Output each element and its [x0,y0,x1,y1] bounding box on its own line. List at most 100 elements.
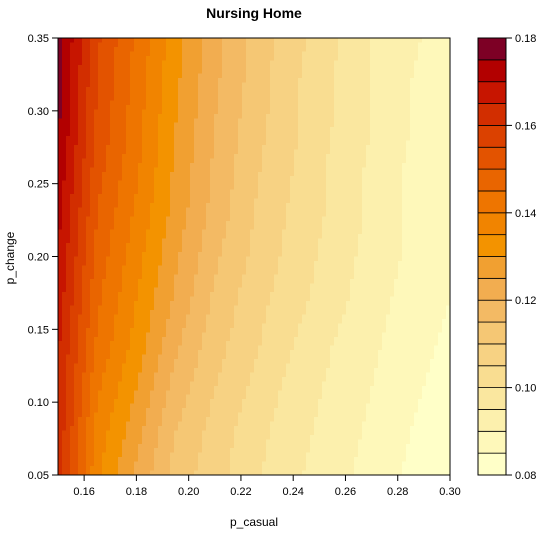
contour-cell [190,113,195,119]
contour-cell [210,256,215,262]
contour-cell [442,104,447,110]
contour-cell [74,51,79,57]
contour-cell [190,234,195,240]
contour-cell [278,64,283,70]
contour-cell [302,194,307,200]
contour-cell [206,185,211,191]
contour-cell [430,260,435,267]
contour-cell [266,78,271,84]
contour-cell [118,140,123,146]
contour-cell [330,238,335,244]
contour-cell [90,229,95,235]
contour-cell [238,91,243,97]
contour-cell [274,87,279,93]
contour-cell [330,167,335,173]
contour-cell [62,198,67,204]
contour-cell [430,113,435,119]
contour-cell [342,136,347,142]
contour-cell [98,238,103,244]
contour-cell [310,158,315,164]
contour-cell [58,95,63,102]
contour-cell [282,216,287,222]
contour-cell [426,162,431,168]
contour-cell [102,176,107,182]
contour-cell [206,104,211,110]
contour-cell [126,127,131,133]
contour-cell [206,238,211,244]
contour-cell [258,127,263,133]
contour-cell [174,234,179,240]
contour-cell [410,216,415,222]
contour-cell [174,64,179,70]
contour-cell [434,145,439,151]
contour-cell [430,95,435,102]
contour-cell [442,243,447,249]
contour-cell [70,91,75,97]
contour-cell [346,176,351,182]
contour-cell [302,211,307,217]
contour-cell [186,46,191,52]
contour-cell [302,46,307,52]
contour-cell [330,202,335,209]
contour-cell [334,113,339,119]
contour-cell [410,136,415,142]
contour-cell [150,113,155,119]
contour-cell [358,216,363,222]
contour-cell [194,55,199,61]
contour-cell [390,153,395,159]
contour-cell [230,113,235,119]
contour-cell [82,247,87,253]
contour-cell [406,176,411,182]
contour-cell [326,247,331,253]
contour-cell [358,118,363,124]
contour-cell [278,180,283,186]
contour-cell [314,229,319,235]
contour-cell [294,247,299,253]
contour-cell [386,207,391,213]
contour-cell [390,122,395,128]
contour-cell [234,229,239,235]
contour-cell [282,42,287,48]
contour-cell [338,38,343,44]
contour-cell [162,247,167,253]
contour-cell [338,171,343,177]
contour-cell [434,176,439,182]
contour-cell [446,243,451,249]
contour-cell [362,127,367,133]
contour-cell [290,109,295,115]
contour-cell [446,136,451,142]
contour-cell [106,252,111,258]
contour-cell [162,64,167,70]
contour-cell [214,145,219,151]
contour-cell [66,194,71,200]
contour-cell [410,180,415,186]
contour-cell [82,73,87,79]
contour-cell [298,216,303,222]
contour-cell [94,252,99,258]
contour-cell [202,211,207,217]
contour-cell [166,113,171,119]
contour-cell [194,180,199,186]
contour-cell [402,122,407,128]
contour-cell [370,145,375,151]
contour-cell [322,140,327,146]
contour-cell [286,113,291,119]
contour-cell [94,260,99,267]
contour-cell [182,73,187,79]
contour-cell [82,216,87,222]
contour-cell [394,149,399,155]
contour-cell [194,95,199,102]
contour-cell [166,256,171,262]
contour-cell [338,60,343,66]
contour-cell [70,198,75,204]
contour-cell [154,243,159,249]
contour-cell [186,189,191,195]
contour-cell [330,176,335,182]
contour-cell [418,55,423,61]
contour-cell [302,69,307,75]
contour-cell [142,95,147,102]
contour-cell [242,229,247,235]
contour-cell [402,153,407,159]
contour-cell [442,60,447,66]
contour-cell [126,145,131,151]
